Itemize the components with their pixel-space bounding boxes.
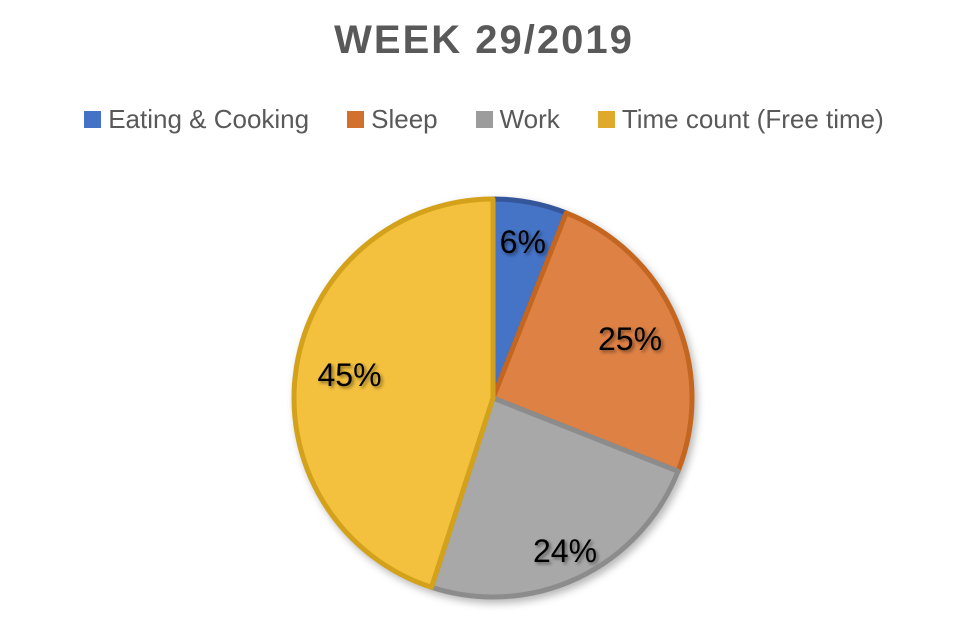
legend-item-sleep: Sleep: [347, 106, 438, 132]
legend: Eating & Cooking Sleep Work Time count (Fre…: [0, 106, 968, 132]
chart-title: WEEK 29/2019: [334, 18, 634, 62]
pie-slice-sleep: [490, 210, 695, 474]
pie-slice-work: [429, 395, 681, 600]
legend-swatch-icon: [475, 110, 493, 128]
legend-swatch-icon: [84, 110, 102, 128]
legend-item-label: Work: [499, 104, 560, 134]
pie-slice-time-count-free-time: [291, 196, 496, 590]
legend-item-label: Sleep: [371, 104, 438, 134]
legend-item-eating-cooking: Eating & Cooking: [84, 106, 309, 132]
legend-item-label: Eating & Cooking: [108, 104, 310, 134]
legend-swatch-icon: [347, 110, 365, 128]
legend-item-label: Time count (Free time): [621, 104, 884, 134]
legend-swatch-icon: [597, 110, 615, 128]
legend-item-work: Work: [475, 104, 560, 134]
legend-item-time-count-free-time: Time count (Free time): [597, 104, 884, 134]
pie: [291, 196, 695, 600]
